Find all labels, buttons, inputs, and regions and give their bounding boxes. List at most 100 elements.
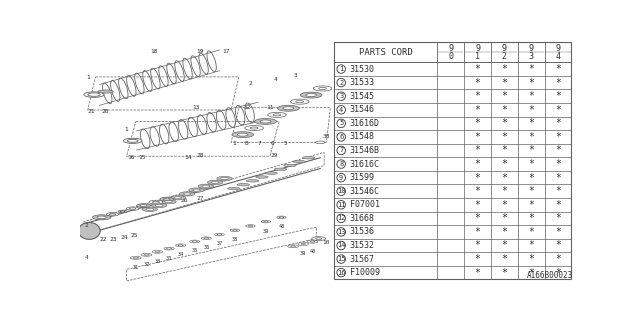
Ellipse shape [319,87,326,90]
Text: *: * [501,105,508,115]
Text: *: * [555,186,561,196]
Text: *: * [501,118,508,128]
Text: 3: 3 [529,52,534,60]
Text: *: * [501,159,508,169]
Text: *: * [475,146,481,156]
Ellipse shape [192,241,197,242]
Ellipse shape [140,205,147,207]
Ellipse shape [183,193,191,195]
Text: *: * [528,172,534,183]
Ellipse shape [106,212,119,216]
Text: 24: 24 [120,235,128,240]
Text: 31548: 31548 [349,132,374,141]
Ellipse shape [160,197,174,201]
Ellipse shape [250,127,258,129]
Text: 4: 4 [84,255,88,260]
Text: *: * [501,268,508,278]
Ellipse shape [202,237,211,240]
Text: *: * [555,213,561,223]
Ellipse shape [232,229,237,231]
Bar [334,42,572,279]
Ellipse shape [152,250,163,253]
Ellipse shape [277,216,286,219]
Ellipse shape [149,200,163,204]
Ellipse shape [175,244,186,247]
Ellipse shape [293,160,305,163]
Ellipse shape [164,201,172,203]
Text: 20: 20 [102,109,109,114]
Text: 31668: 31668 [349,214,374,223]
Ellipse shape [198,184,214,188]
Ellipse shape [246,180,259,182]
Ellipse shape [288,245,298,248]
Ellipse shape [79,222,100,239]
Ellipse shape [166,248,172,249]
Text: 34: 34 [178,252,184,257]
Ellipse shape [237,183,250,186]
Text: 2: 2 [502,52,507,60]
Text: 1: 1 [339,66,343,72]
Text: 1: 1 [233,141,236,146]
Text: 27: 27 [196,196,204,201]
Text: 31532: 31532 [349,241,374,250]
Text: *: * [528,200,534,210]
Text: 9: 9 [556,44,561,53]
Text: 31: 31 [132,265,139,270]
Text: *: * [555,64,561,74]
Ellipse shape [155,251,160,252]
Text: 3: 3 [294,73,298,78]
Text: 31599: 31599 [349,173,374,182]
Text: *: * [475,91,481,101]
Text: 31616D: 31616D [349,119,380,128]
Text: 4: 4 [556,52,561,60]
Text: 40: 40 [278,224,285,229]
Ellipse shape [189,240,200,243]
Text: *: * [501,172,508,183]
Text: PARTS CORD: PARTS CORD [359,48,413,57]
Ellipse shape [163,198,170,200]
Text: 33: 33 [154,259,161,264]
Ellipse shape [129,208,136,210]
Text: *: * [555,146,561,156]
Ellipse shape [118,210,127,213]
Text: 39: 39 [263,228,269,234]
Text: 14: 14 [185,155,192,160]
Text: 19: 19 [196,49,204,54]
Text: 1: 1 [475,52,480,60]
Text: *: * [475,172,481,183]
Ellipse shape [193,189,200,191]
Text: 22: 22 [99,237,107,242]
Ellipse shape [146,208,154,210]
Text: 35: 35 [191,248,198,253]
Text: *: * [501,254,508,264]
Ellipse shape [92,215,111,220]
Text: 17: 17 [222,49,230,54]
Text: 30: 30 [323,134,330,140]
Text: 4: 4 [339,107,343,113]
Ellipse shape [178,245,183,246]
Ellipse shape [248,225,253,227]
Text: *: * [475,118,481,128]
Text: 16: 16 [127,155,135,160]
Text: 9: 9 [475,44,480,53]
Text: 9: 9 [339,175,343,180]
Text: *: * [528,186,534,196]
Text: *: * [555,268,561,278]
Ellipse shape [316,141,325,144]
Text: 1: 1 [86,75,90,80]
Text: 31567: 31567 [349,254,374,264]
Ellipse shape [204,237,209,239]
Ellipse shape [228,187,240,190]
Ellipse shape [120,211,125,212]
Bar [334,42,572,62]
Text: 14: 14 [337,243,346,249]
Ellipse shape [133,257,138,259]
Ellipse shape [300,92,322,98]
Ellipse shape [284,164,296,167]
Ellipse shape [237,133,248,136]
Text: 5: 5 [339,120,343,126]
Text: *: * [475,64,481,74]
Text: *: * [555,200,561,210]
Text: *: * [528,241,534,251]
Text: *: * [555,132,561,142]
